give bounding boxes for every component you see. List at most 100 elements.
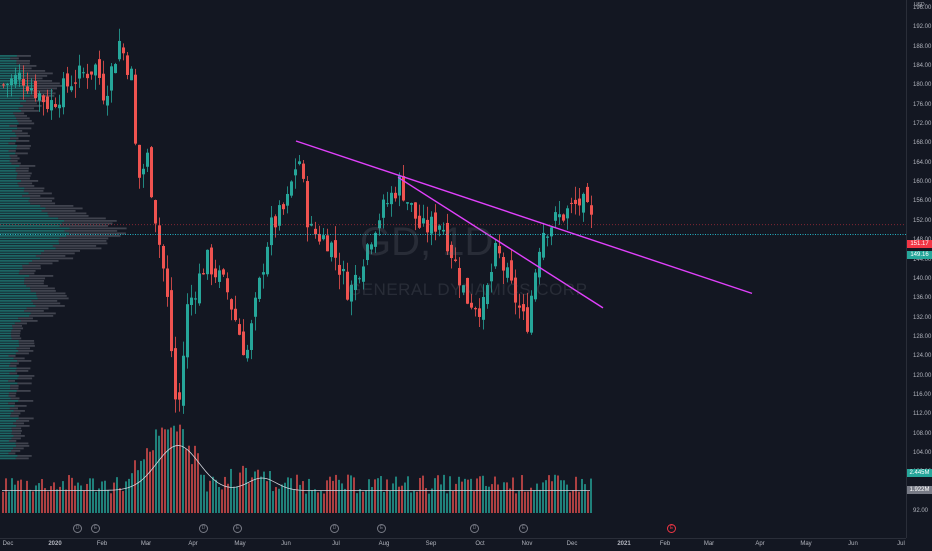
volume-profile-bar [14,115,28,117]
volume-profile-bar [17,127,32,130]
candle-body [342,268,345,272]
volume-profile-bar [0,287,31,290]
candle-body [110,66,113,91]
volume-profile-bar [35,255,66,257]
candle-body [362,266,365,282]
volume-bar [26,480,28,513]
volume-bar [311,490,313,513]
earnings-marker[interactable]: E [91,524,100,533]
volume-bar [209,480,211,513]
dividend-marker[interactable]: D [199,524,208,533]
volume-bar [443,474,445,513]
volume-profile-bar [32,260,59,262]
price-tick: 128.00 [913,333,932,340]
earnings-marker[interactable]: E [233,524,242,533]
volume-profile-bar [0,340,19,342]
price-axis[interactable]: 196.00 192.00 188.00 184.00 180.00 176.00 172.… [906,0,932,538]
volume-bar [281,484,283,513]
volume-profile-bar [0,425,17,427]
volume-bar [98,488,100,513]
volume-bar [404,482,406,513]
volume-bar [374,479,376,513]
time-tick: Nov [521,541,533,547]
volume-profile-bar [12,325,23,327]
drawings [0,140,906,309]
volume-profile-bar [16,117,30,120]
dividend-marker[interactable]: D [470,524,479,533]
volume-bar [359,488,361,513]
volume-bar [413,490,415,513]
volume-bar [557,475,559,513]
dividend-marker[interactable]: D [73,524,82,533]
volume-bar [35,485,37,513]
candle-body [142,168,145,175]
volume-bar [329,476,331,513]
candle-body [202,273,205,275]
candle-body [558,214,561,218]
volume-profile-bar [0,195,23,197]
volume-bar [263,471,265,513]
volume-profile-bar [0,202,31,205]
volume-profile-bar [17,182,33,185]
candle-body [438,225,441,230]
time-axis[interactable]: Dec 2020 Feb Mar Apr May Jun Jul Aug Sep Oct Nov Dec… [0,538,906,551]
volume-bar [11,478,13,513]
volume-profile-bar [33,302,61,305]
volume-profile-bar [0,87,32,90]
volume-profile-bar [41,252,75,255]
volume-profile-bar [0,160,10,162]
volume-profile-bar [64,220,117,222]
volume-profile-bar [0,342,19,345]
candle-body [102,73,105,101]
future-earnings-marker[interactable]: E [667,524,676,533]
volume-profile-bar [0,347,17,350]
volume-bar [437,475,439,513]
volume-bar [20,479,22,513]
dividend-marker[interactable]: D [330,524,339,533]
volume-profile-bar [0,127,18,130]
volume-profile-bar [0,272,19,275]
volume-profile-bar [10,385,19,387]
volume-bar [542,482,544,513]
volume-profile-bar [0,112,14,115]
volume-bar [491,484,493,513]
volume-bar [170,427,172,513]
volume-bar [440,484,442,513]
volume-bar [506,482,508,513]
candle-body [514,277,517,303]
volume-profile-bar [66,235,121,237]
volume-profile-bar [0,380,9,382]
volume-profile-bar [0,307,27,310]
candle-body [254,297,257,317]
volume-bar [410,492,412,513]
volume-ma-label: 1.922M [907,486,932,494]
volume-profile-bar [0,67,18,70]
volume-bar [182,429,184,513]
volume-profile-bar [24,282,44,285]
volume-profile-bar [0,235,67,237]
volume-bar [155,429,157,513]
candle-body [82,72,85,74]
volume-profile-bar [10,362,19,365]
candle-body [486,285,489,305]
price-axis-currency: USD [914,2,925,8]
volume-profile-bar [16,177,30,180]
volume-profile-bar [0,60,17,62]
earnings-marker[interactable]: E [377,524,386,533]
volume-profile-bar [0,350,19,352]
price-tick: 164.00 [913,159,932,166]
price-chart[interactable] [0,0,906,538]
volume-bar [278,488,280,513]
volume-profile-bar [0,435,14,437]
volume-bars [2,424,592,513]
volume-bar [116,477,118,513]
volume-profile-bar [0,355,9,357]
volume-bar [401,485,403,513]
volume-bar [497,484,499,513]
volume-bar [341,483,343,513]
volume-profile-bar [30,202,56,205]
candle-body [466,277,469,304]
volume-bar [338,479,340,513]
earnings-marker[interactable]: E [519,524,528,533]
